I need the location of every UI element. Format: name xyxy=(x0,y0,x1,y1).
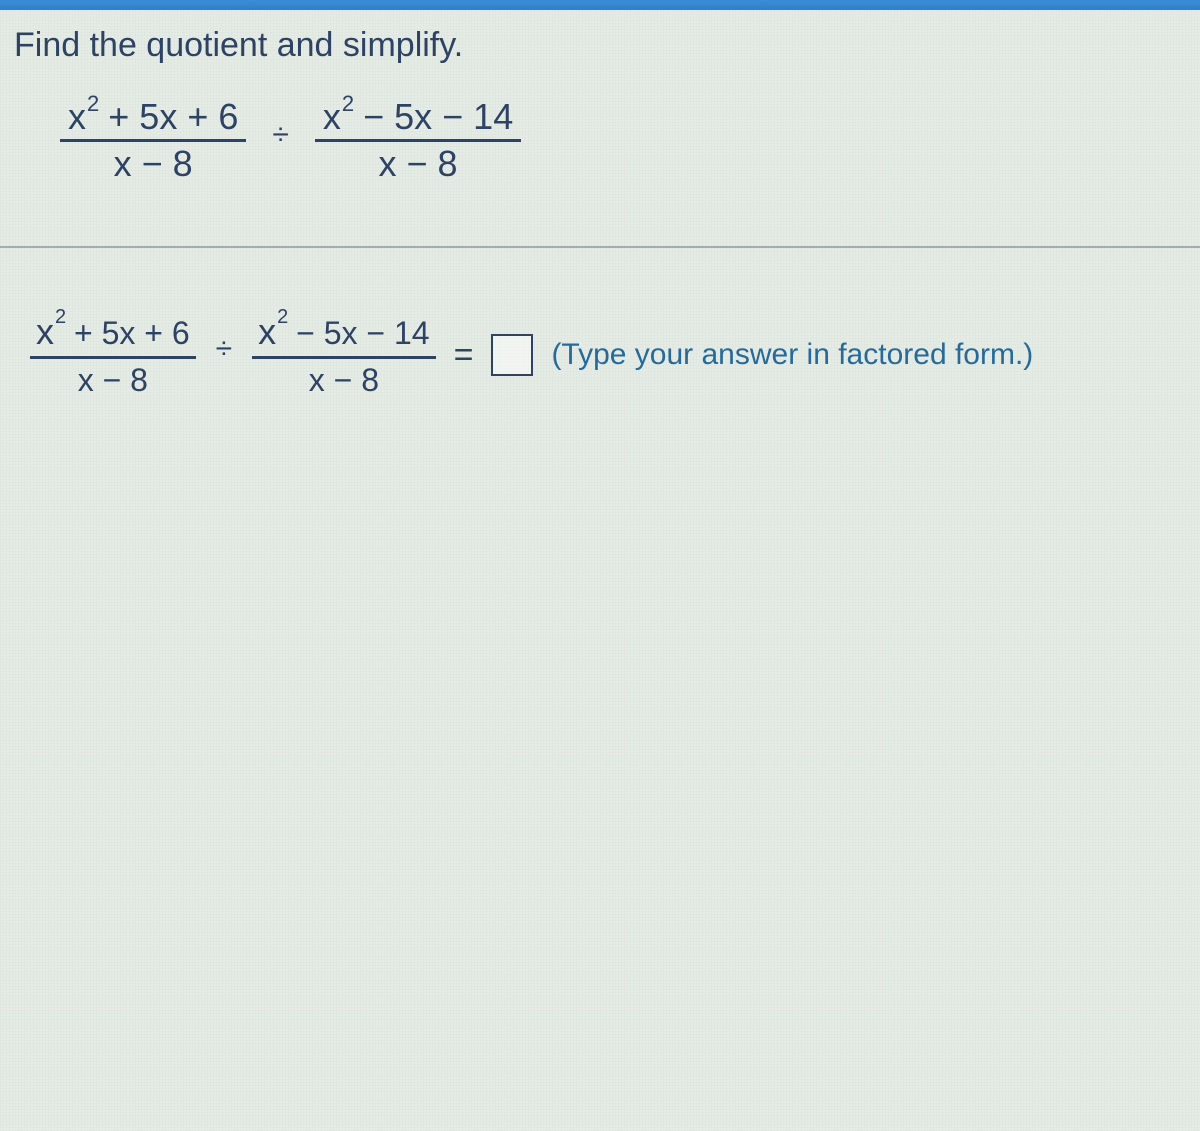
equals-sign: = xyxy=(454,336,474,375)
num2-exp: 2 xyxy=(342,93,354,115)
ans-num2-rest: − 5x − 14 xyxy=(296,315,429,351)
answer-operator-divide: ÷ xyxy=(214,332,234,378)
num1-exp: 2 xyxy=(87,93,99,115)
ans-num1-rest: + 5x + 6 xyxy=(74,315,190,351)
operator-divide: ÷ xyxy=(270,120,290,162)
num2-base: x xyxy=(323,99,341,135)
ans-num2-exp: 2 xyxy=(277,306,288,329)
fraction-right: x 2 − 5x − 14 x − 8 xyxy=(315,95,521,186)
num2-rest: − 5x − 14 xyxy=(363,96,513,137)
window-topbar xyxy=(0,0,1200,10)
ans-den1: x − 8 xyxy=(72,359,154,402)
answer-input[interactable] xyxy=(491,334,533,376)
problem-expression: x 2 + 5x + 6 x − 8 ÷ x 2 − 5x − 14 x − 8 xyxy=(0,95,1200,186)
ans-den2: x − 8 xyxy=(303,359,385,402)
answer-row: x 2 + 5x + 6 x − 8 ÷ x 2 − 5x − 14 x − 8… xyxy=(0,308,1200,402)
section-divider xyxy=(0,246,1200,248)
den2: x − 8 xyxy=(371,142,466,186)
den1: x − 8 xyxy=(106,142,201,186)
ans-num1-exp: 2 xyxy=(55,306,66,329)
num1-rest: + 5x + 6 xyxy=(108,96,238,137)
answer-fraction-left: x 2 + 5x + 6 x − 8 xyxy=(30,308,196,402)
ans-num1-base: x xyxy=(36,311,54,353)
instruction-text: Find the quotient and simplify. xyxy=(0,10,1200,95)
fraction-left: x 2 + 5x + 6 x − 8 xyxy=(60,95,246,186)
answer-hint: (Type your answer in factored form.) xyxy=(551,338,1033,372)
num1-base: x xyxy=(68,99,86,135)
answer-fraction-right: x 2 − 5x − 14 x − 8 xyxy=(252,308,435,402)
ans-num2-base: x xyxy=(258,311,276,353)
